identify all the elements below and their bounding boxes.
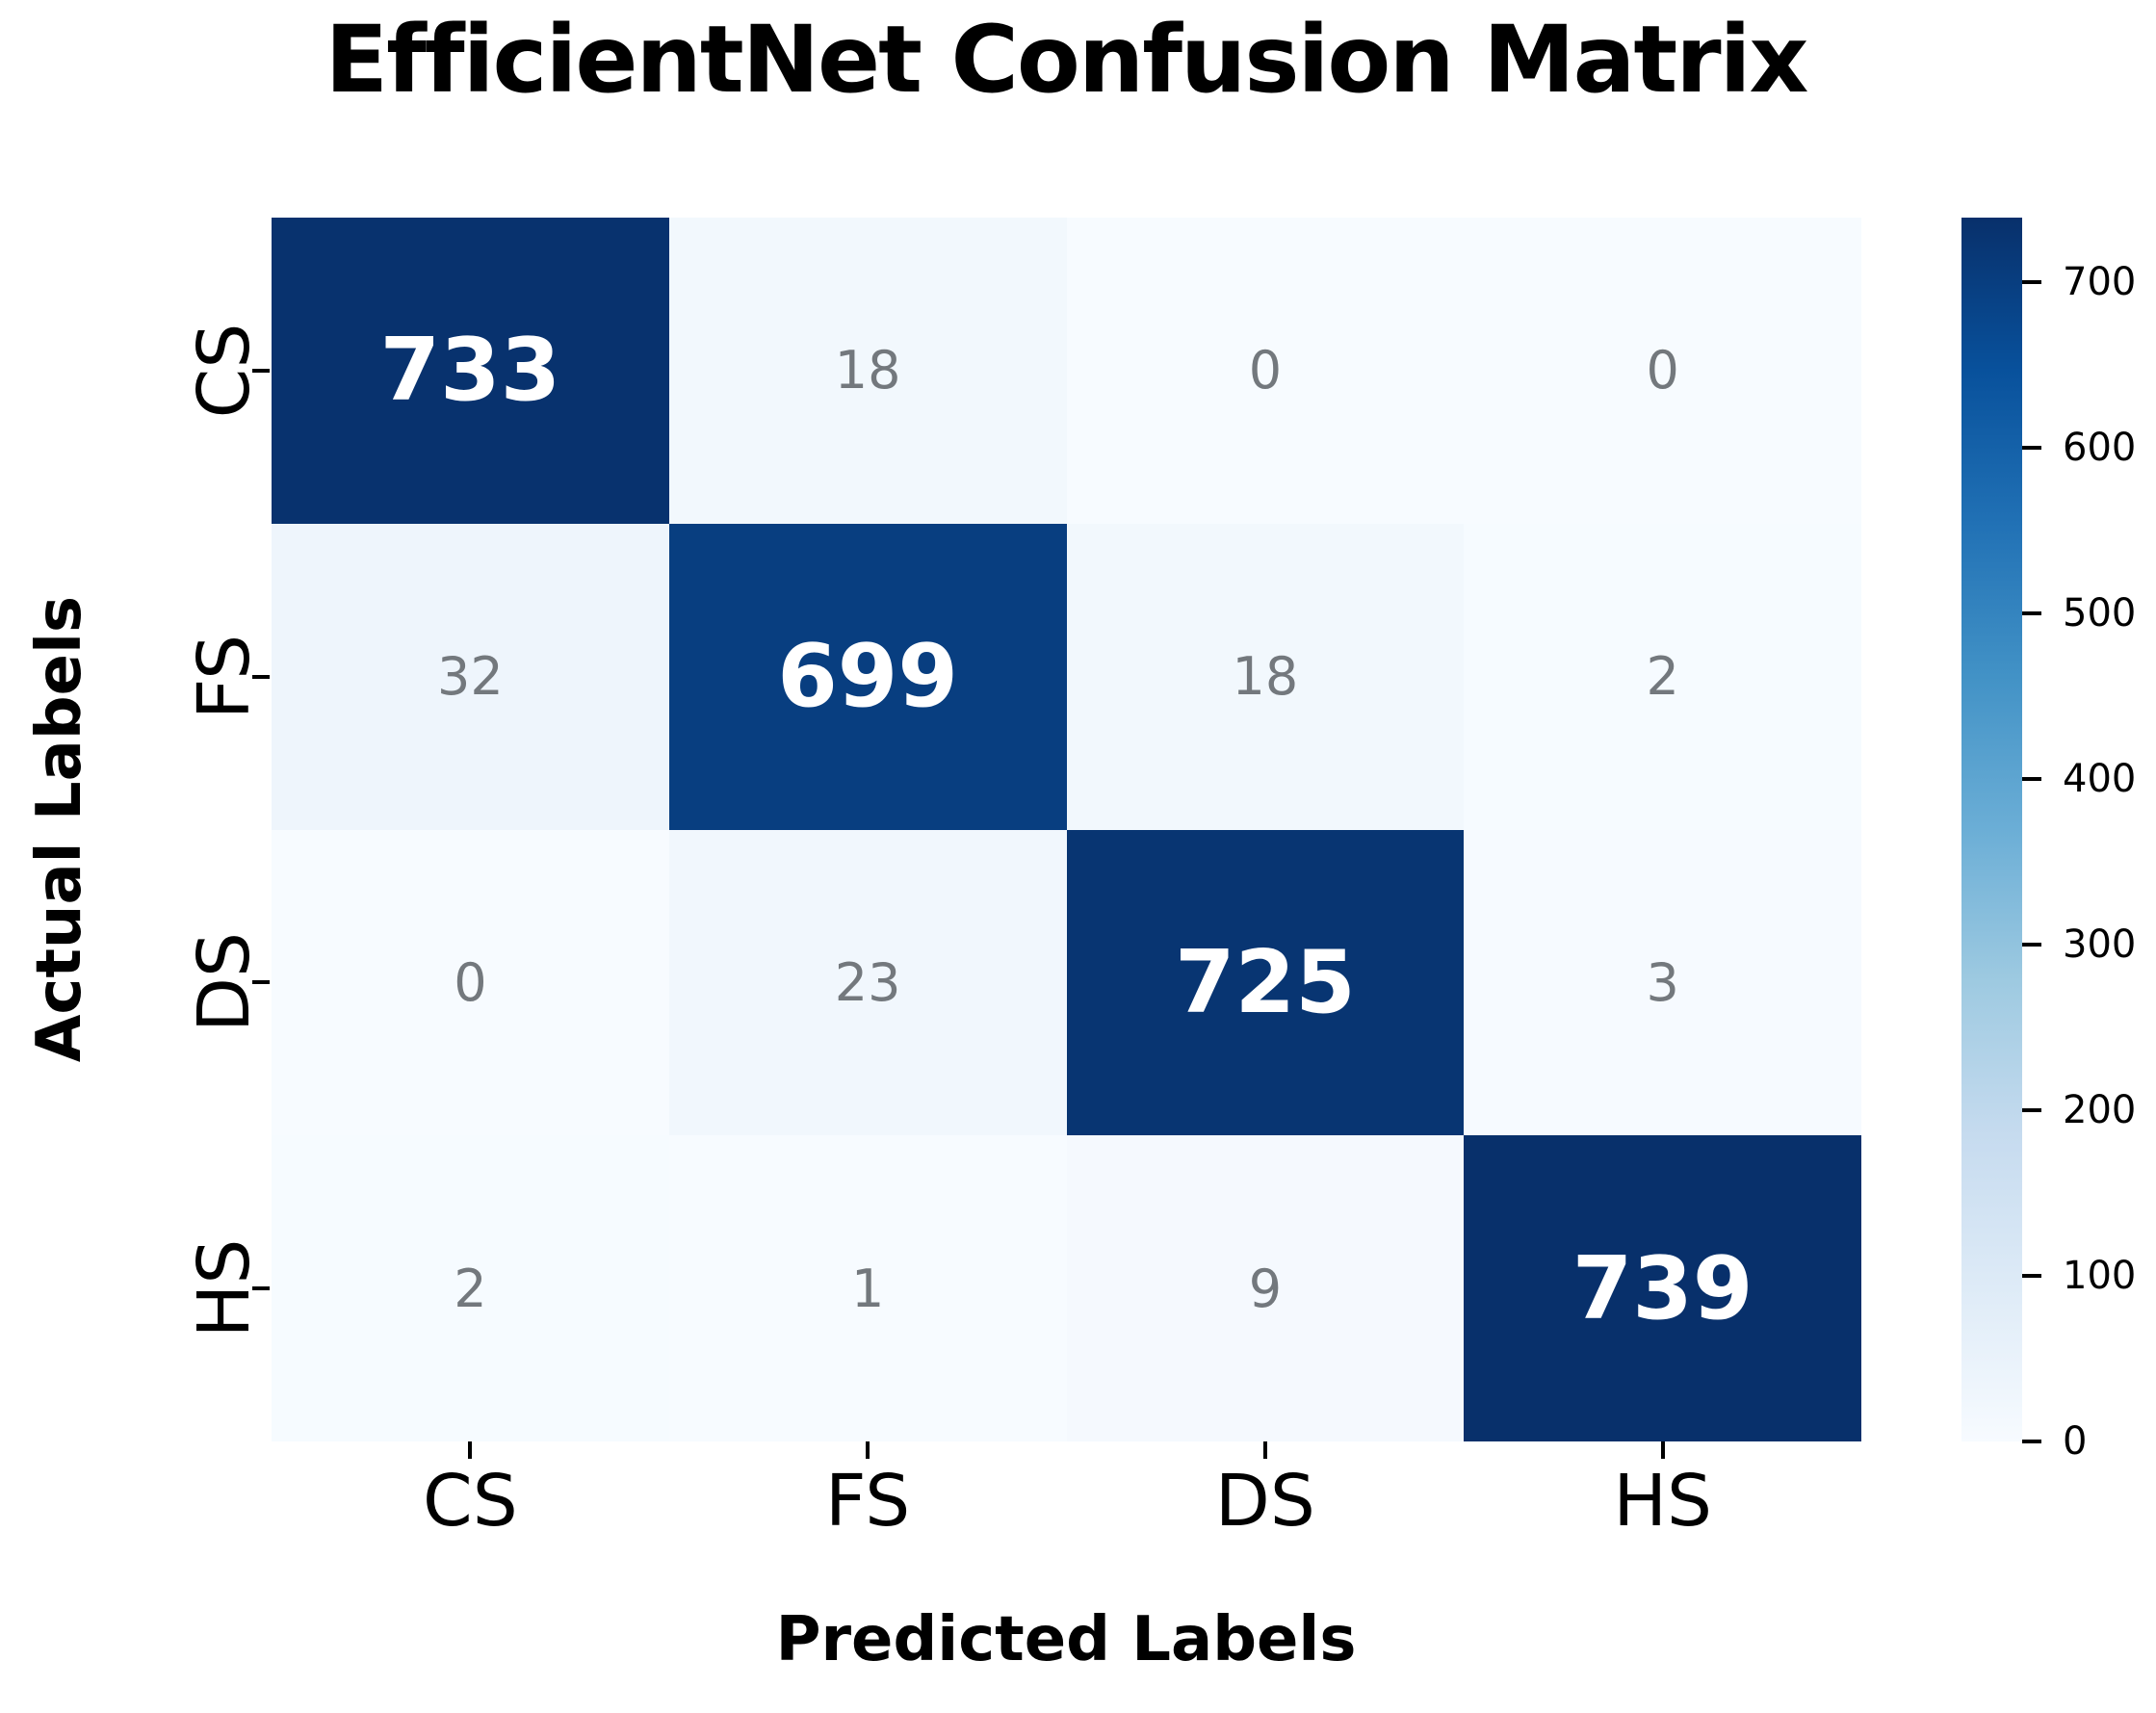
x-axis-label: Predicted Labels bbox=[775, 1604, 1357, 1675]
colorbar-tick-label-600: 600 bbox=[2063, 426, 2137, 471]
y-axis-label: Actual Labels bbox=[24, 595, 95, 1063]
matrix-cell-DS-CS: 0 bbox=[272, 829, 669, 1136]
y-tick-label-HS: HS bbox=[183, 1238, 266, 1338]
x-tick-label-HS: HS bbox=[1613, 1460, 1712, 1543]
colorbar-tick-label-0: 0 bbox=[2063, 1419, 2088, 1464]
cell-value: 0 bbox=[1646, 340, 1679, 402]
matrix-cell-FS-HS: 2 bbox=[1464, 523, 1861, 830]
cell-value: 3 bbox=[1646, 951, 1679, 1013]
colorbar-tick-mark bbox=[2022, 1274, 2041, 1278]
matrix-cell-FS-FS: 699 bbox=[668, 523, 1067, 830]
matrix-cell-HS-FS: 1 bbox=[668, 1135, 1067, 1441]
cell-value: 0 bbox=[1248, 340, 1283, 402]
matrix-cell-DS-FS: 23 bbox=[668, 829, 1067, 1136]
colorbar-tick-mark bbox=[2022, 1108, 2041, 1113]
chart-title: EfficientNet Confusion Matrix bbox=[325, 6, 1809, 114]
y-tick-mark bbox=[252, 368, 270, 373]
cell-value: 1 bbox=[850, 1258, 885, 1319]
x-tick-label-DS: DS bbox=[1214, 1460, 1315, 1543]
x-tick-mark bbox=[1262, 1441, 1267, 1459]
colorbar-tick-label-700: 700 bbox=[2063, 260, 2137, 305]
y-tick-mark bbox=[252, 980, 270, 985]
cell-value: 0 bbox=[454, 951, 487, 1013]
matrix-cell-CS-HS: 0 bbox=[1464, 218, 1861, 524]
y-tick-label-FS: FS bbox=[183, 634, 266, 719]
cell-value: 32 bbox=[437, 646, 504, 708]
cell-value: 18 bbox=[1232, 646, 1299, 708]
matrix-cell-DS-HS: 3 bbox=[1464, 829, 1861, 1136]
matrix-cell-HS-CS: 2 bbox=[272, 1135, 669, 1441]
matrix-cell-HS-HS: 739 bbox=[1464, 1135, 1861, 1441]
y-tick-label-CS: CS bbox=[183, 323, 266, 419]
cell-value: 725 bbox=[1174, 931, 1356, 1033]
matrix-cell-DS-DS: 725 bbox=[1066, 829, 1465, 1136]
y-tick-mark bbox=[252, 1286, 270, 1291]
heatmap-grid: 733 18 0 0 32 699 18 2 0 23 725 3 2 1 9 739 bbox=[272, 218, 1861, 1441]
y-tick-mark bbox=[252, 674, 270, 679]
cell-value: 2 bbox=[454, 1258, 487, 1319]
colorbar-tick-mark bbox=[2022, 943, 2041, 947]
x-tick-mark bbox=[1660, 1441, 1665, 1459]
colorbar-tick-label-300: 300 bbox=[2063, 922, 2137, 968]
x-tick-label-CS: CS bbox=[423, 1460, 518, 1543]
y-tick-label-DS: DS bbox=[183, 932, 266, 1033]
matrix-cell-CS-CS: 733 bbox=[272, 218, 669, 524]
cell-value: 18 bbox=[834, 340, 901, 402]
colorbar-tick-label-100: 100 bbox=[2063, 1254, 2137, 1298]
cell-value: 699 bbox=[777, 626, 959, 728]
x-tick-mark bbox=[866, 1441, 870, 1459]
x-tick-label-FS: FS bbox=[825, 1460, 911, 1543]
matrix-cell-CS-DS: 0 bbox=[1066, 218, 1465, 524]
matrix-cell-FS-CS: 32 bbox=[272, 523, 669, 830]
matrix-cell-CS-FS: 18 bbox=[668, 218, 1067, 524]
cell-value: 2 bbox=[1646, 646, 1679, 708]
cell-value: 733 bbox=[379, 320, 561, 422]
cell-value: 9 bbox=[1248, 1258, 1283, 1319]
colorbar-tick-label-400: 400 bbox=[2063, 757, 2137, 802]
cell-value: 23 bbox=[834, 951, 901, 1013]
colorbar-tick-mark bbox=[2022, 611, 2041, 616]
colorbar bbox=[1961, 218, 2022, 1441]
cell-value: 739 bbox=[1572, 1237, 1753, 1339]
x-tick-mark bbox=[468, 1441, 473, 1459]
colorbar-tick-label-200: 200 bbox=[2063, 1088, 2137, 1133]
colorbar-tick-mark bbox=[2022, 446, 2041, 451]
colorbar-tick-mark bbox=[2022, 280, 2041, 285]
colorbar-tick-mark bbox=[2022, 1440, 2041, 1443]
matrix-cell-HS-DS: 9 bbox=[1066, 1135, 1465, 1441]
matrix-cell-FS-DS: 18 bbox=[1066, 523, 1465, 830]
colorbar-tick-mark bbox=[2022, 777, 2041, 782]
colorbar-tick-label-500: 500 bbox=[2063, 591, 2137, 636]
